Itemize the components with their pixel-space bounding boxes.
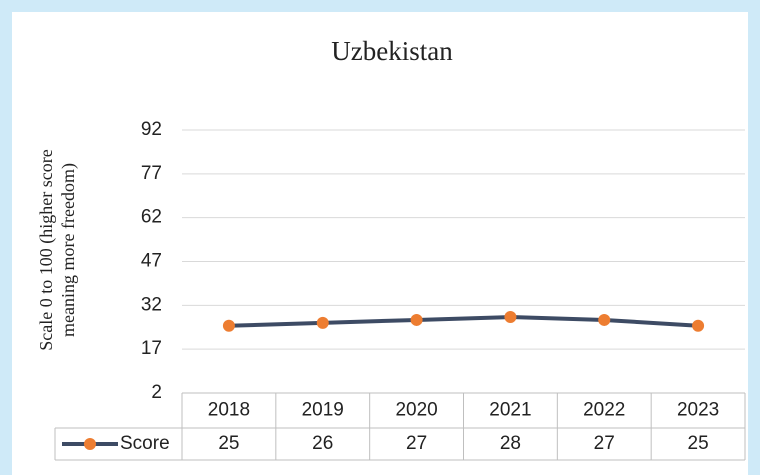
x-tick-label: 2019 bbox=[302, 400, 344, 421]
table-value: 27 bbox=[594, 433, 615, 454]
chart-title: Uzbekistan bbox=[331, 36, 453, 66]
y-axis-title: Scale 0 to 100 (higher score meaning mor… bbox=[36, 149, 79, 350]
y-axis-title-line: Scale 0 to 100 (higher score bbox=[36, 149, 57, 350]
y-tick-label: 92 bbox=[141, 119, 162, 140]
table-value: 28 bbox=[500, 433, 521, 454]
y-axis-title-line: meaning more freedom) bbox=[58, 163, 79, 337]
y-tick-label: 62 bbox=[141, 207, 162, 228]
x-tick-label: 2018 bbox=[208, 400, 250, 421]
x-tick-label: 2020 bbox=[395, 400, 437, 421]
marker bbox=[692, 319, 705, 332]
table-value: 25 bbox=[218, 433, 239, 454]
y-tick-label: 47 bbox=[141, 251, 162, 272]
legend-marker bbox=[84, 438, 96, 450]
chart-area bbox=[12, 12, 748, 475]
marker bbox=[222, 319, 235, 332]
legend-label: Score bbox=[120, 433, 170, 454]
marker bbox=[598, 313, 611, 326]
table-value: 25 bbox=[688, 433, 709, 454]
y-tick-label: 17 bbox=[141, 338, 162, 359]
y-tick-label: 2 bbox=[151, 382, 162, 403]
x-tick-label: 2021 bbox=[489, 400, 531, 421]
x-tick-label: 2023 bbox=[677, 400, 719, 421]
marker bbox=[504, 311, 517, 324]
y-tick-label: 77 bbox=[141, 163, 162, 184]
marker bbox=[316, 316, 329, 329]
table-value: 27 bbox=[406, 433, 427, 454]
marker bbox=[410, 313, 423, 326]
x-tick-label: 2022 bbox=[583, 400, 625, 421]
table-value: 26 bbox=[312, 433, 333, 454]
series-line bbox=[228, 315, 699, 328]
y-tick-label: 32 bbox=[141, 294, 162, 315]
